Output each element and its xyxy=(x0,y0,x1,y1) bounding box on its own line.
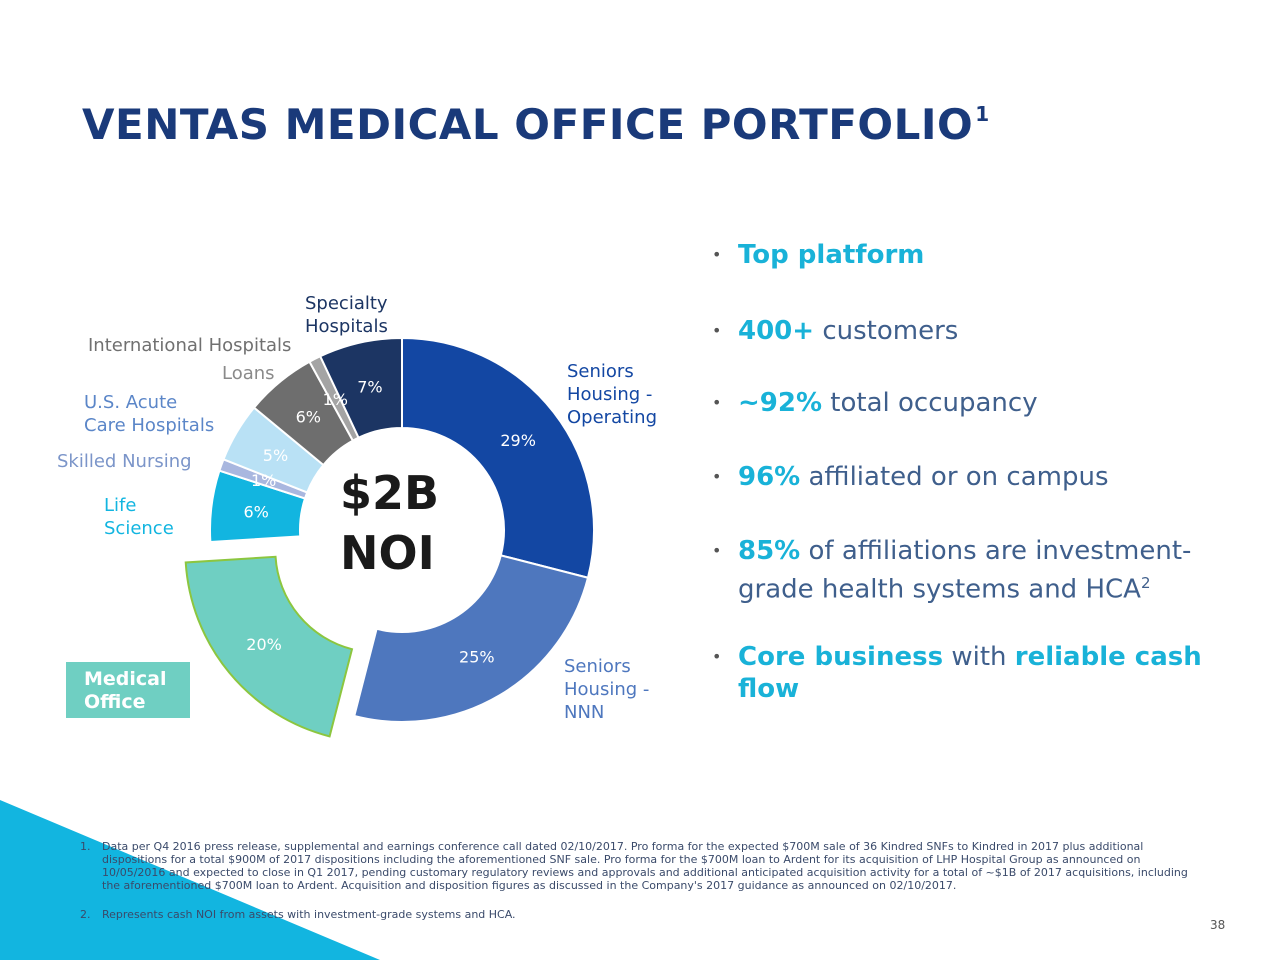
slice-value-label: 7% xyxy=(357,378,382,397)
footnote-text: Represents cash NOI from assets with inv… xyxy=(102,908,516,921)
bullet-highlight: 85% xyxy=(738,536,801,566)
bullet-text: 85% of affiliations are investment- xyxy=(738,534,1191,568)
label-life-science: Life Science xyxy=(104,494,174,540)
label-line: Science xyxy=(104,518,174,539)
label-loans: Loans xyxy=(222,362,275,385)
label-line: Operating xyxy=(567,407,657,428)
label-skilled-nursing: Skilled Nursing xyxy=(57,450,192,473)
label-line: U.S. Acute xyxy=(84,392,178,413)
bullet-body: grade health systems and HCA xyxy=(738,574,1141,605)
label-seniors-housing-nnn: Seniors Housing - NNN xyxy=(564,655,649,724)
label-line: Housing - xyxy=(567,384,653,405)
label-line: Care Hospitals xyxy=(84,415,215,436)
label-line: Office xyxy=(84,691,146,713)
label-line: Seniors xyxy=(564,656,631,677)
label-seniors-housing-operating: Seniors Housing - Operating xyxy=(567,360,657,429)
label-line: NNN xyxy=(564,702,605,723)
label-line: Loans xyxy=(222,363,275,384)
label-line: Specialty xyxy=(305,293,388,314)
slice-value-label: 20% xyxy=(246,635,282,654)
bullet-highlight: flow xyxy=(738,674,800,704)
label-line: Hospitals xyxy=(305,316,388,337)
label-line: International Hospitals xyxy=(88,335,292,356)
center-label-noi: NOI xyxy=(340,526,435,580)
bullet-text: Top platform xyxy=(738,238,924,272)
slice-seniors-housing-nnn xyxy=(353,554,590,723)
bullet-highlight: 96% xyxy=(738,462,801,492)
label-line: Seniors xyxy=(567,361,634,382)
footnote-text: Data per Q4 2016 press release, suppleme… xyxy=(102,840,1188,892)
bullet-body: with xyxy=(943,642,1015,672)
label-line: Housing - xyxy=(564,679,650,700)
label-specialty-hospitals: Specialty Hospitals xyxy=(305,292,388,338)
center-label-amount: $2B xyxy=(340,466,440,520)
bullet-dot: • xyxy=(712,393,722,412)
label-line: Skilled Nursing xyxy=(57,451,192,472)
bullet-text: ~92% total occupancy xyxy=(738,386,1038,420)
page-title-text: VENTAS MEDICAL OFFICE PORTFOLIO xyxy=(82,100,974,149)
bullet-text: 400+ customers xyxy=(738,314,958,348)
bullet-text: 96% affiliated or on campus xyxy=(738,460,1109,494)
bullet-highlight: 400+ xyxy=(738,316,815,346)
bullet-dot: • xyxy=(712,647,722,666)
donut-chart: 29%25%20%6%1%5%6%1%7% xyxy=(184,336,595,738)
bullet-highlight: Top platform xyxy=(738,240,925,270)
slice-value-label: 25% xyxy=(459,648,495,667)
bullet-body: customers xyxy=(814,316,959,346)
bullet-highlight: ~92% xyxy=(738,388,823,418)
bullet-text: grade health systems and HCA2 xyxy=(738,566,1150,607)
label-us-acute-care-hospitals: U.S. Acute Care Hospitals xyxy=(84,391,214,437)
label-line: Life xyxy=(104,495,137,516)
footnote-number: 1. xyxy=(80,840,91,853)
slice-value-label: 1% xyxy=(251,471,276,490)
bullet-body: total occupancy xyxy=(822,388,1038,418)
label-line: Medical xyxy=(84,668,167,690)
bullet-body: affiliated or on campus xyxy=(800,462,1109,492)
label-medical-office: Medical Office xyxy=(66,662,190,718)
title-footnote-ref: 1 xyxy=(975,102,990,126)
bullet-dot: • xyxy=(712,321,722,340)
bullet-highlight: Core business xyxy=(738,642,944,672)
bullet-dot: • xyxy=(712,541,722,560)
footnote-ref: 2 xyxy=(1140,574,1151,592)
bullet-body: of affiliations are investment- xyxy=(800,536,1192,566)
page-number: 38 xyxy=(1210,918,1226,932)
bullet-dot: • xyxy=(712,467,722,486)
slice-specialty-hospitals xyxy=(318,336,403,440)
slice-value-label: 6% xyxy=(296,408,321,427)
slice-value-label: 1% xyxy=(323,390,348,409)
page-title: VENTAS MEDICAL OFFICE PORTFOLIO 1 xyxy=(82,100,990,149)
corner-swoosh xyxy=(0,800,380,960)
slice-value-label: 5% xyxy=(263,446,288,465)
slice-seniors-housing-operating xyxy=(401,336,595,579)
label-international-hospitals: International Hospitals xyxy=(88,334,291,357)
bullet-highlight: reliable cash xyxy=(1014,642,1202,672)
slice-value-label: 29% xyxy=(500,431,536,450)
slice-value-label: 6% xyxy=(243,503,268,522)
footnote-number: 2. xyxy=(80,908,91,921)
bullet-dot: • xyxy=(712,245,722,264)
slice-medical-office xyxy=(184,555,354,738)
bullet-text: Core business with reliable cash xyxy=(738,640,1202,674)
